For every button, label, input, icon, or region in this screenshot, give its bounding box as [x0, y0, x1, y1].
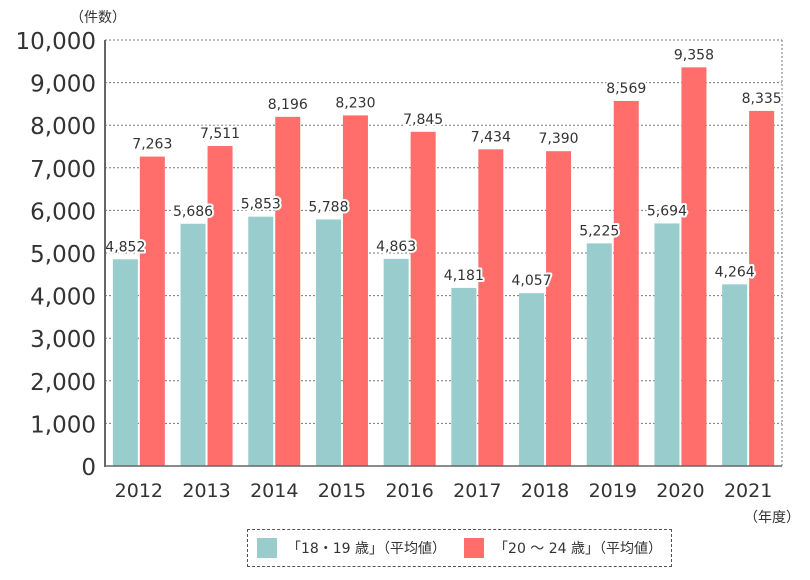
y-tick-label: 1,000	[30, 412, 96, 438]
y-axis-title: （件数）	[70, 10, 126, 26]
bar	[180, 223, 206, 466]
x-tick-label: 2016	[385, 480, 433, 502]
data-label: 8,196	[268, 97, 308, 113]
bar	[519, 293, 545, 466]
bar	[315, 219, 341, 466]
bar	[478, 149, 504, 467]
bar	[681, 67, 707, 467]
legend-swatch-teal	[256, 538, 277, 558]
legend-item-20-24: 「20 ～ 24 歳」（平均値）	[464, 538, 662, 558]
x-axis-title: （年度）	[744, 510, 800, 526]
x-tick-label: 2019	[589, 480, 637, 502]
data-label: 7,845	[403, 112, 443, 128]
bar	[722, 284, 748, 466]
bar	[749, 110, 775, 466]
data-label: 5,853	[241, 197, 281, 213]
legend-label: 「18・19 歳」（平均値）	[286, 541, 447, 557]
x-tick-label: 2020	[656, 480, 704, 502]
legend: 「18・19 歳」（平均値） 「20 ～ 24 歳」（平均値）	[247, 529, 672, 567]
bar	[342, 115, 368, 466]
data-label: 7,390	[539, 131, 579, 147]
bar	[586, 243, 612, 466]
data-label: 7,263	[132, 137, 172, 153]
data-label: 8,335	[742, 91, 782, 107]
data-label: 4,181	[444, 268, 484, 284]
x-tick-label: 2021	[724, 480, 772, 502]
data-label: 8,230	[335, 95, 375, 111]
bar	[613, 100, 639, 466]
data-label: 8,569	[606, 81, 646, 97]
data-label: 5,686	[173, 204, 213, 220]
x-tick-label: 2018	[521, 480, 569, 502]
bar	[410, 131, 436, 467]
data-label: 4,057	[512, 273, 552, 289]
legend-swatch-red	[464, 538, 485, 558]
y-tick-label: 9,000	[30, 72, 96, 98]
bar	[139, 156, 165, 467]
x-tick-label: 2017	[453, 480, 501, 502]
x-tick-label: 2014	[250, 480, 298, 502]
y-tick-label: 10,000	[16, 29, 96, 55]
legend-label: 「20 ～ 24 歳」（平均値）	[494, 541, 663, 557]
bar	[451, 287, 477, 466]
bar	[207, 146, 233, 466]
y-tick-label: 4,000	[30, 285, 96, 311]
y-tick-label: 0	[81, 455, 96, 481]
y-tick-label: 6,000	[30, 199, 96, 225]
data-label: 4,264	[715, 264, 755, 280]
y-tick-label: 7,000	[30, 157, 96, 183]
data-label: 7,511	[200, 126, 240, 142]
bar	[654, 223, 680, 466]
data-label: 4,863	[376, 239, 416, 255]
y-tick-label: 8,000	[30, 114, 96, 140]
x-tick-label: 2015	[318, 480, 366, 502]
data-label: 5,694	[647, 203, 687, 219]
bar	[112, 259, 138, 466]
x-tick-label: 2012	[115, 480, 163, 502]
bar	[275, 116, 301, 466]
legend-item-18-19: 「18・19 歳」（平均値）	[256, 538, 447, 558]
y-tick-label: 5,000	[30, 242, 96, 268]
bar	[383, 258, 409, 466]
bar	[546, 151, 572, 466]
bar	[248, 216, 274, 466]
data-label: 5,225	[579, 223, 619, 239]
data-label: 7,434	[471, 129, 511, 145]
data-label: 9,358	[674, 47, 714, 63]
y-tick-label: 2,000	[30, 370, 96, 396]
data-label: 5,788	[308, 199, 348, 215]
x-tick-label: 2013	[182, 480, 230, 502]
data-label: 4,852	[105, 239, 145, 255]
y-tick-label: 3,000	[30, 327, 96, 353]
